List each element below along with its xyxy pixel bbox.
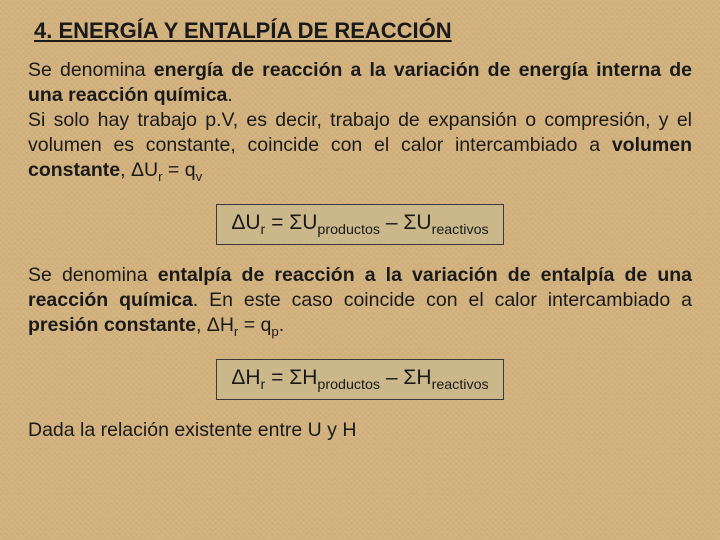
text: – ΣU <box>380 211 432 234</box>
text: = q <box>162 159 195 181</box>
text: ΔU <box>231 211 260 234</box>
formula-box-deltaH: ΔHr = ΣHproductos – ΣHreactivos <box>28 359 692 400</box>
subscript: reactivos <box>432 222 489 238</box>
subscript: reactivos <box>432 377 489 393</box>
text: = q <box>238 314 271 336</box>
text: – ΣH <box>380 366 432 389</box>
text: Si solo hay trabajo p.V, es decir, traba… <box>28 109 692 156</box>
text: . En este caso coincide con el calor int… <box>193 289 692 311</box>
paragraph-energy-definition: Se denomina energía de reacción a la var… <box>28 58 692 186</box>
subscript: productos <box>317 222 380 238</box>
text: , ΔH <box>196 314 234 336</box>
subscript: p <box>271 324 278 339</box>
text: = ΣH <box>265 366 317 389</box>
formula-deltaU: ΔUr = ΣUproductos – ΣUreactivos <box>216 204 503 245</box>
text: . <box>227 84 232 106</box>
text: , ΔU <box>120 159 158 181</box>
text-bold: presión constante <box>28 314 196 336</box>
formula-box-deltaU: ΔUr = ΣUproductos – ΣUreactivos <box>28 204 692 245</box>
formula-deltaH: ΔHr = ΣHproductos – ΣHreactivos <box>216 359 503 400</box>
text: . <box>279 314 284 336</box>
paragraph-enthalpy-definition: Se denomina entalpía de reacción a la va… <box>28 263 692 341</box>
text: = ΣU <box>265 211 317 234</box>
slide-title: 4. ENERGÍA Y ENTALPÍA DE REACCIÓN <box>34 18 692 44</box>
text: Se denomina <box>28 59 154 81</box>
subscript: productos <box>317 377 380 393</box>
subscript: v <box>196 169 203 184</box>
text: ΔH <box>231 366 260 389</box>
paragraph-relation: Dada la relación existente entre U y H <box>28 418 692 443</box>
text: Se denomina <box>28 264 158 286</box>
